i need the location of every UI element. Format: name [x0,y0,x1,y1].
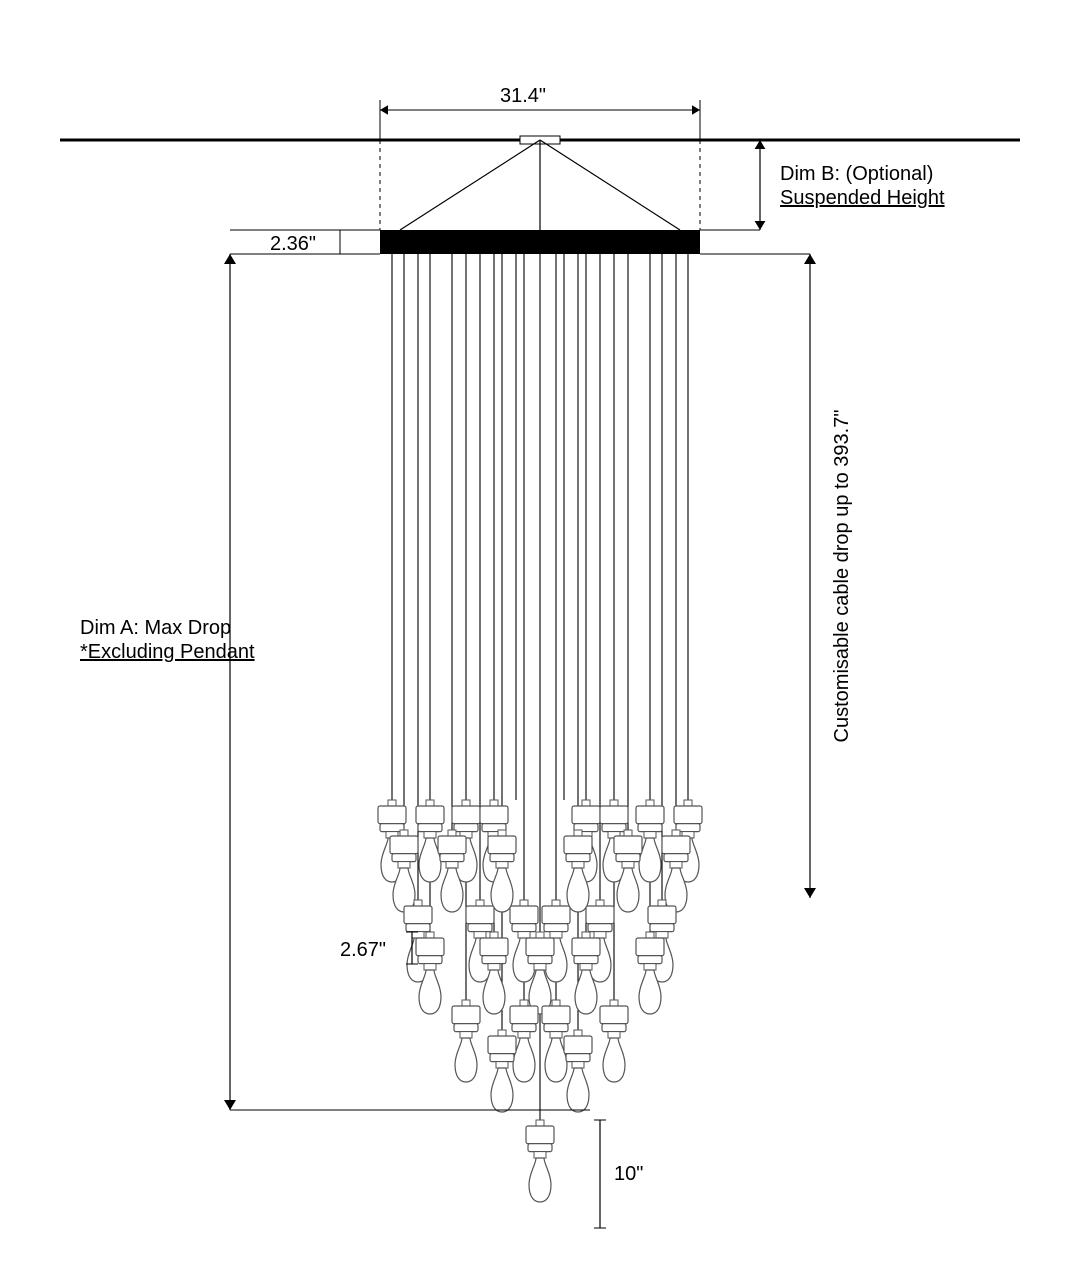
dim-top-label: 31.4" [500,85,546,107]
dim-b-label2: Suspended Height [780,187,945,209]
dim-pendant-label: 10" [614,1163,643,1185]
dim-b-label1: Dim B: (Optional) [780,163,933,185]
pendant [526,1120,554,1202]
dim-a-label1: Dim A: Max Drop [80,617,231,639]
dim-cable-label: Customisable cable drop up to 393.7" [831,410,853,743]
suspension-wire-0 [400,140,540,230]
ceiling-rose [380,230,700,254]
dim-a-label2: *Excluding Pendant [80,641,255,663]
chandelier-dimension-diagram: 31.4" Dim B: (Optional)Suspended Height 2.… [0,0,1080,1287]
dim-rose-thk-label: 2.36" [270,233,316,255]
pendant [564,1030,592,1112]
dim-socket-label: 2.67" [340,939,386,961]
pendant [452,1000,480,1082]
suspension-wire-2 [540,140,680,230]
pendant [600,1000,628,1082]
pendant [488,1030,516,1112]
